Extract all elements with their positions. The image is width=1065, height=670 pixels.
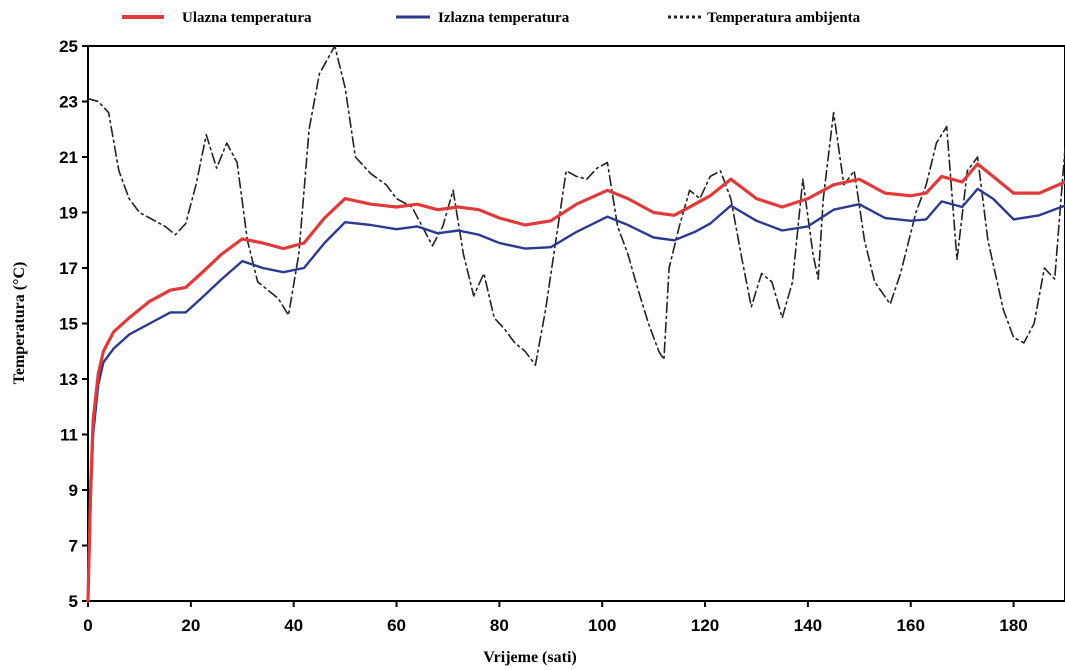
y-tick-label: 7 — [69, 537, 78, 556]
y-tick-label: 15 — [59, 315, 78, 334]
x-axis-label: Vrijeme (sati) — [483, 649, 576, 666]
y-tick-label: 23 — [59, 93, 78, 112]
y-tick-label: 11 — [60, 426, 78, 445]
x-tick-label: 140 — [794, 616, 822, 635]
y-tick-label: 9 — [69, 481, 78, 500]
series-line-ulazna — [86, 162, 1065, 603]
x-tick-label: 0 — [83, 616, 92, 635]
x-tick-label: 40 — [284, 616, 303, 635]
legend-label-ambijent: Temperatura ambijenta — [707, 10, 861, 26]
series-line-ambijent — [87, 45, 1065, 366]
y-tick-label: 25 — [59, 37, 78, 56]
x-tick-label: 80 — [490, 616, 509, 635]
legend: Ulazna temperatura Izlazna temperatura T… — [122, 10, 861, 26]
legend-label-ulazna: Ulazna temperatura — [182, 10, 312, 26]
y-tick-label: 17 — [59, 259, 78, 278]
legend-label-izlazna: Izlazna temperatura — [438, 10, 570, 26]
y-tick-label: 5 — [69, 592, 78, 611]
y-tick-label: 21 — [59, 148, 78, 167]
x-tick-label: 160 — [897, 616, 925, 635]
x-axis-ticks: 0 20 40 60 80 100 120 140 160 180 — [83, 601, 1028, 635]
x-tick-label: 20 — [181, 616, 200, 635]
y-axis-label: Temperatura (°C) — [11, 262, 28, 385]
x-tick-label: 60 — [387, 616, 406, 635]
series-line-izlazna — [86, 187, 1065, 603]
y-tick-label: 13 — [59, 370, 78, 389]
y-tick-label: 19 — [59, 204, 78, 223]
plot-frame — [87, 45, 1065, 602]
plot-area: 5 7 9 11 13 15 17 19 21 23 25 0 20 40 60 80 100 120 140 16… — [59, 37, 1065, 635]
x-tick-label: 120 — [691, 616, 719, 635]
y-axis-ticks: 5 7 9 11 13 15 17 19 21 23 25 — [59, 37, 88, 611]
x-tick-label: 100 — [588, 616, 616, 635]
x-tick-label: 180 — [999, 616, 1027, 635]
series-layer — [86, 45, 1065, 603]
